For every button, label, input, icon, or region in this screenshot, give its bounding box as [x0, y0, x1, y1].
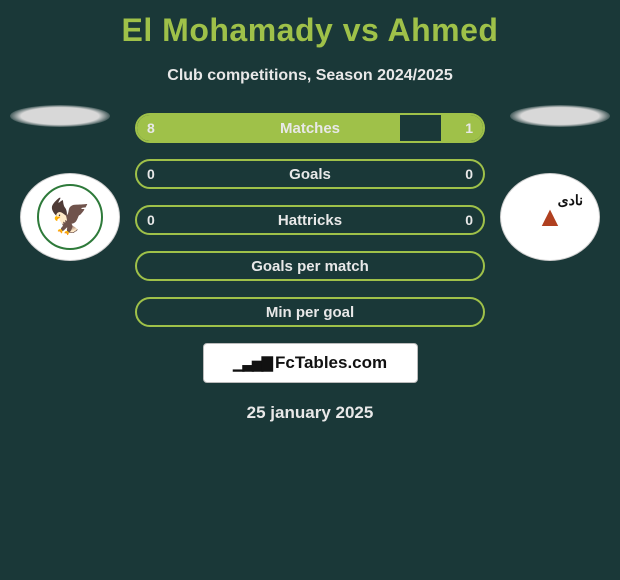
stat-label: Goals [137, 161, 483, 187]
stat-label: Matches [137, 115, 483, 141]
club-right-text: نادى [558, 192, 583, 209]
club-badge-left: 🦅 [20, 173, 120, 261]
stat-row-gpm: Goals per match [135, 251, 485, 281]
stat-row-mpg: Min per goal [135, 297, 485, 327]
player-silhouette-right [510, 105, 610, 127]
club-crest-left: 🦅 [37, 184, 103, 250]
stat-bars: 8 Matches 1 0 Goals 0 0 Hattricks 0 Goal… [135, 113, 485, 327]
club-crest-right: ▲ نادى [519, 186, 581, 248]
stat-row-matches: 8 Matches 1 [135, 113, 485, 143]
stat-row-goals: 0 Goals 0 [135, 159, 485, 189]
club-badge-right: ▲ نادى [500, 173, 600, 261]
page-title: El Mohamady vs Ahmed [0, 0, 620, 49]
stat-label: Min per goal [137, 299, 483, 325]
stat-value-right: 1 [465, 115, 473, 141]
brand-badge: ▁▃▅▇ FcTables.com [203, 343, 418, 383]
snapshot-date: 25 january 2025 [0, 403, 620, 423]
stat-value-right: 0 [465, 161, 473, 187]
stat-value-right: 0 [465, 207, 473, 233]
stat-row-hattricks: 0 Hattricks 0 [135, 205, 485, 235]
player-silhouette-left [10, 105, 110, 127]
eagle-icon: 🦅 [49, 200, 91, 234]
brand-text: FcTables.com [275, 353, 387, 373]
subtitle: Club competitions, Season 2024/2025 [0, 67, 620, 85]
stat-label: Goals per match [137, 253, 483, 279]
comparison-panel: 🦅 ▲ نادى 8 Matches 1 0 Goals 0 0 Hattric… [0, 113, 620, 423]
chart-icon: ▁▃▅▇ [233, 354, 271, 372]
stat-label: Hattricks [137, 207, 483, 233]
